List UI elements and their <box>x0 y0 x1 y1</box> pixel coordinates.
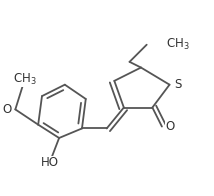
Text: CH$_3$: CH$_3$ <box>166 37 189 52</box>
Text: CH$_3$: CH$_3$ <box>13 71 37 86</box>
Text: S: S <box>174 78 182 91</box>
Text: HO: HO <box>41 156 59 169</box>
Text: O: O <box>2 103 12 116</box>
Text: O: O <box>166 120 175 133</box>
